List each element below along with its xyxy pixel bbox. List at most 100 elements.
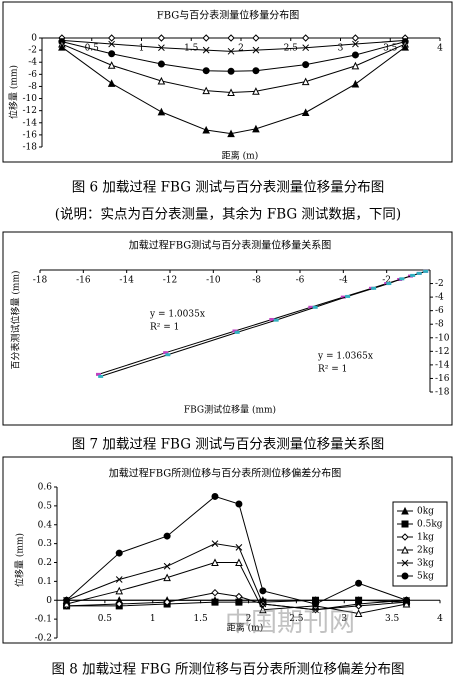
annotation: R² = 1: [318, 365, 347, 375]
marker: [157, 34, 166, 42]
marker: [355, 600, 362, 608]
y-tick-label: 0.5: [38, 501, 53, 511]
marker: [345, 294, 351, 298]
marker: [202, 67, 210, 75]
marker: [252, 87, 260, 95]
marker: [401, 42, 409, 51]
marker: [402, 596, 410, 604]
y-tick-label: -10: [435, 333, 450, 343]
y-tick-label: 0.2: [38, 558, 52, 568]
y-tick-label: -8: [435, 320, 444, 330]
marker: [269, 317, 275, 321]
y-tick-label: -8: [28, 82, 37, 92]
marker: [157, 60, 165, 68]
caption: 图 7 加载过程 FBG 测试与百分表测量位移量关系图: [72, 437, 385, 453]
y-tick-label: -2: [28, 46, 37, 56]
y-axis-label: 百分表测试位移量 (mm): [10, 271, 22, 370]
marker: [63, 596, 71, 604]
figure-frame: [2, 231, 453, 426]
marker: [211, 558, 219, 566]
y-tick-label: -14: [435, 360, 450, 370]
y-tick-label: -0.2: [35, 634, 52, 644]
marker: [165, 353, 171, 357]
x-tick-label: 4: [437, 44, 443, 54]
marker: [202, 34, 210, 42]
y-tick-label: 0.6: [38, 483, 53, 493]
x-tick-label: 1.5: [184, 44, 199, 54]
marker: [211, 598, 219, 606]
marker: [352, 40, 359, 48]
marker: [302, 44, 310, 52]
marker: [115, 549, 123, 557]
marker: [115, 600, 123, 608]
marker: [355, 579, 363, 587]
marker: [115, 576, 123, 583]
x-tick-label: 3.5: [383, 44, 398, 54]
marker: [157, 107, 166, 116]
y-tick-label: 0.3: [38, 539, 53, 549]
marker: [158, 44, 165, 52]
marker: [252, 67, 260, 75]
marker: [163, 532, 171, 540]
legend-label: 2kg: [417, 546, 434, 556]
marker: [107, 61, 116, 69]
marker: [351, 79, 360, 88]
marker: [402, 599, 411, 608]
marker: [371, 286, 377, 290]
x-tick-label: 3.5: [385, 614, 400, 624]
marker: [235, 558, 243, 566]
legend-label: 5kg: [417, 572, 434, 582]
x-tick-label: -10: [206, 276, 221, 286]
y-tick-label: 0: [31, 34, 37, 44]
marker: [98, 374, 104, 378]
marker: [354, 609, 363, 617]
marker: [252, 124, 260, 133]
watermark: 中国期刊网: [225, 608, 355, 638]
x-tick-label: -6: [296, 276, 305, 286]
chart-title: 加载过程FBG测试与百分表测量位移量关系图: [129, 239, 331, 252]
x-tick-label: 3: [338, 44, 344, 54]
marker: [62, 599, 71, 608]
y-tick-label: -18: [23, 143, 38, 153]
marker: [259, 600, 267, 608]
marker: [227, 129, 235, 138]
x-tick-label: -4: [339, 276, 348, 286]
marker: [202, 86, 210, 95]
marker: [401, 506, 409, 515]
marker: [423, 269, 429, 273]
marker: [108, 40, 116, 48]
marker: [211, 588, 219, 597]
x-tick-label: -16: [76, 276, 91, 286]
chart-title: FBG与百分表测量位移量分布图: [157, 9, 299, 22]
marker: [312, 606, 319, 614]
marker: [202, 46, 210, 54]
marker: [163, 562, 171, 570]
marker: [351, 34, 360, 42]
legend-frame: [392, 501, 448, 587]
marker: [202, 125, 210, 134]
x-tick-label: -2: [382, 276, 391, 286]
y-tick-label: -6: [435, 306, 444, 316]
marker: [115, 586, 124, 595]
marker: [252, 46, 260, 54]
y-tick-label: -18: [435, 388, 450, 398]
series-line: [98, 270, 426, 375]
y-tick-label: -4: [435, 293, 444, 303]
caption: 图 6 加载过程 FBG 测试与百分表测量位移量分布图: [72, 180, 385, 196]
x-tick-label: 2: [246, 614, 252, 624]
x-axis-label: 距离 (m): [227, 622, 263, 634]
marker: [108, 50, 116, 58]
marker: [410, 273, 416, 277]
x-axis-label: FBG测试位移量 (mm): [184, 404, 276, 416]
x-tick-label: 1: [139, 44, 145, 54]
marker: [227, 88, 235, 96]
marker: [211, 540, 219, 547]
marker: [58, 42, 66, 51]
marker: [301, 77, 310, 86]
x-tick-label: 1.5: [193, 614, 208, 624]
marker: [401, 533, 409, 541]
marker: [386, 282, 392, 286]
marker: [401, 545, 409, 554]
y-tick-label: -16: [435, 374, 450, 384]
